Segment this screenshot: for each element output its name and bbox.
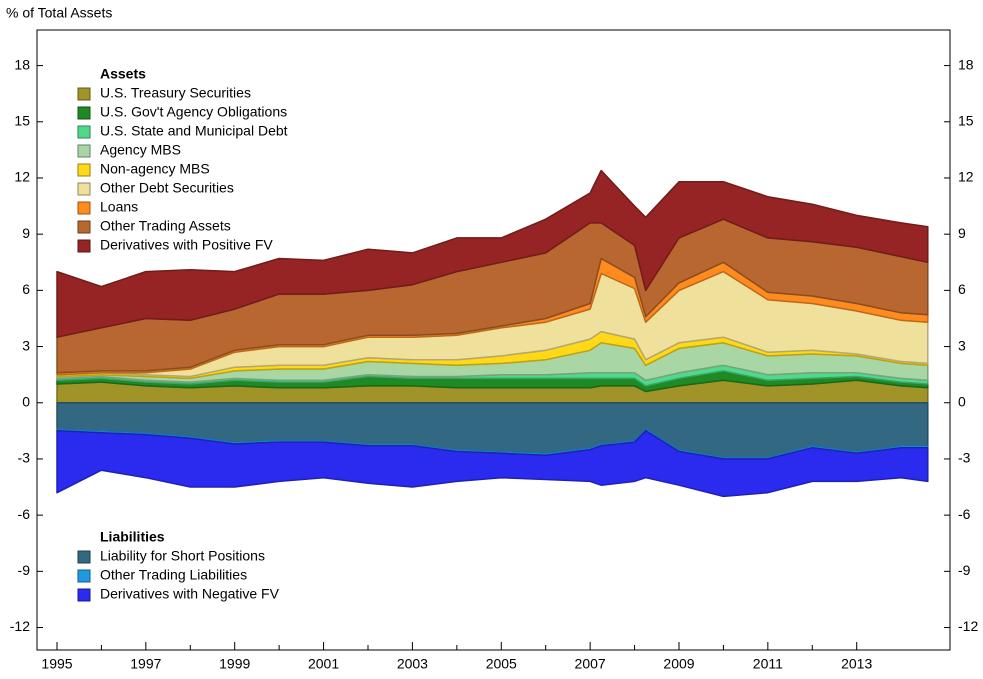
- legend-label: Other Debt Securities: [100, 180, 234, 196]
- x-tick-label: 2005: [486, 656, 517, 672]
- area: [56, 169, 929, 338]
- y-tick-label: 15: [14, 112, 30, 128]
- y-tick-label: -12: [10, 618, 30, 634]
- legend-swatch: [77, 220, 91, 234]
- y-tick-label-right: 15: [958, 112, 974, 128]
- legend-label: Other Trading Assets: [100, 218, 231, 234]
- x-tick-label: 2001: [308, 656, 339, 672]
- legend-title: Assets: [100, 66, 146, 82]
- area: [56, 430, 929, 498]
- y-tick-label-right: 6: [958, 281, 966, 297]
- y-axis-label: % of Total Assets: [6, 5, 112, 21]
- x-tick-label: 1999: [219, 656, 250, 672]
- legend-swatch: [77, 163, 91, 177]
- legend-swatch: [77, 550, 91, 564]
- legend-label: U.S. Treasury Securities: [100, 85, 251, 101]
- legend-label: Liability for Short Positions: [100, 548, 265, 564]
- legend-label: Loans: [100, 199, 138, 215]
- x-tick-label: 2003: [397, 656, 428, 672]
- y-tick-label-right: 12: [958, 169, 974, 185]
- y-tick-label-right: 3: [958, 337, 966, 353]
- y-tick-label-right: -9: [958, 562, 971, 578]
- y-tick-label-right: 0: [958, 393, 966, 409]
- x-tick-label: 1995: [41, 656, 72, 672]
- legend-swatch: [77, 569, 91, 583]
- legend-swatch: [77, 87, 91, 101]
- legend-label: Agency MBS: [100, 142, 181, 158]
- y-tick-label-right: -6: [958, 506, 971, 522]
- y-tick-label: 0: [22, 393, 30, 409]
- y-tick-label-right: 9: [958, 225, 966, 241]
- legend-swatch: [77, 125, 91, 139]
- x-tick-label: 2007: [575, 656, 606, 672]
- x-tick-label: 2009: [663, 656, 694, 672]
- legend-swatch: [77, 182, 91, 196]
- y-tick-label: -6: [18, 506, 31, 522]
- legend-swatch: [77, 201, 91, 215]
- legend-label: U.S. State and Municipal Debt: [100, 123, 288, 139]
- y-tick-label-right: -3: [958, 450, 971, 466]
- y-tick-label: 3: [22, 337, 30, 353]
- y-tick-label: 6: [22, 281, 30, 297]
- legend-swatch: [77, 239, 91, 253]
- y-tick-label: 9: [22, 225, 30, 241]
- y-tick-label: -3: [18, 450, 31, 466]
- x-tick-label: 2013: [841, 656, 872, 672]
- y-tick-label: -9: [18, 562, 31, 578]
- plot-frame: [36, 29, 951, 651]
- legend-swatch: [77, 144, 91, 158]
- legend-title: Liabilities: [100, 529, 165, 545]
- x-tick-label: 2011: [753, 656, 783, 672]
- legend-label: Other Trading Liabilities: [100, 567, 247, 583]
- legend-swatch: [77, 588, 91, 602]
- legend-label: Non-agency MBS: [100, 161, 210, 177]
- y-tick-label-right: -12: [958, 618, 978, 634]
- legend-label: Derivatives with Negative FV: [100, 586, 280, 602]
- legend-label: Derivatives with Positive FV: [100, 237, 273, 253]
- y-tick-label: 12: [14, 169, 30, 185]
- x-tick-label: 1997: [130, 656, 161, 672]
- legend-swatch: [77, 106, 91, 120]
- y-tick-label-right: 18: [958, 56, 974, 72]
- legend-label: U.S. Gov't Agency Obligations: [100, 104, 287, 120]
- y-tick-label: 18: [14, 56, 30, 72]
